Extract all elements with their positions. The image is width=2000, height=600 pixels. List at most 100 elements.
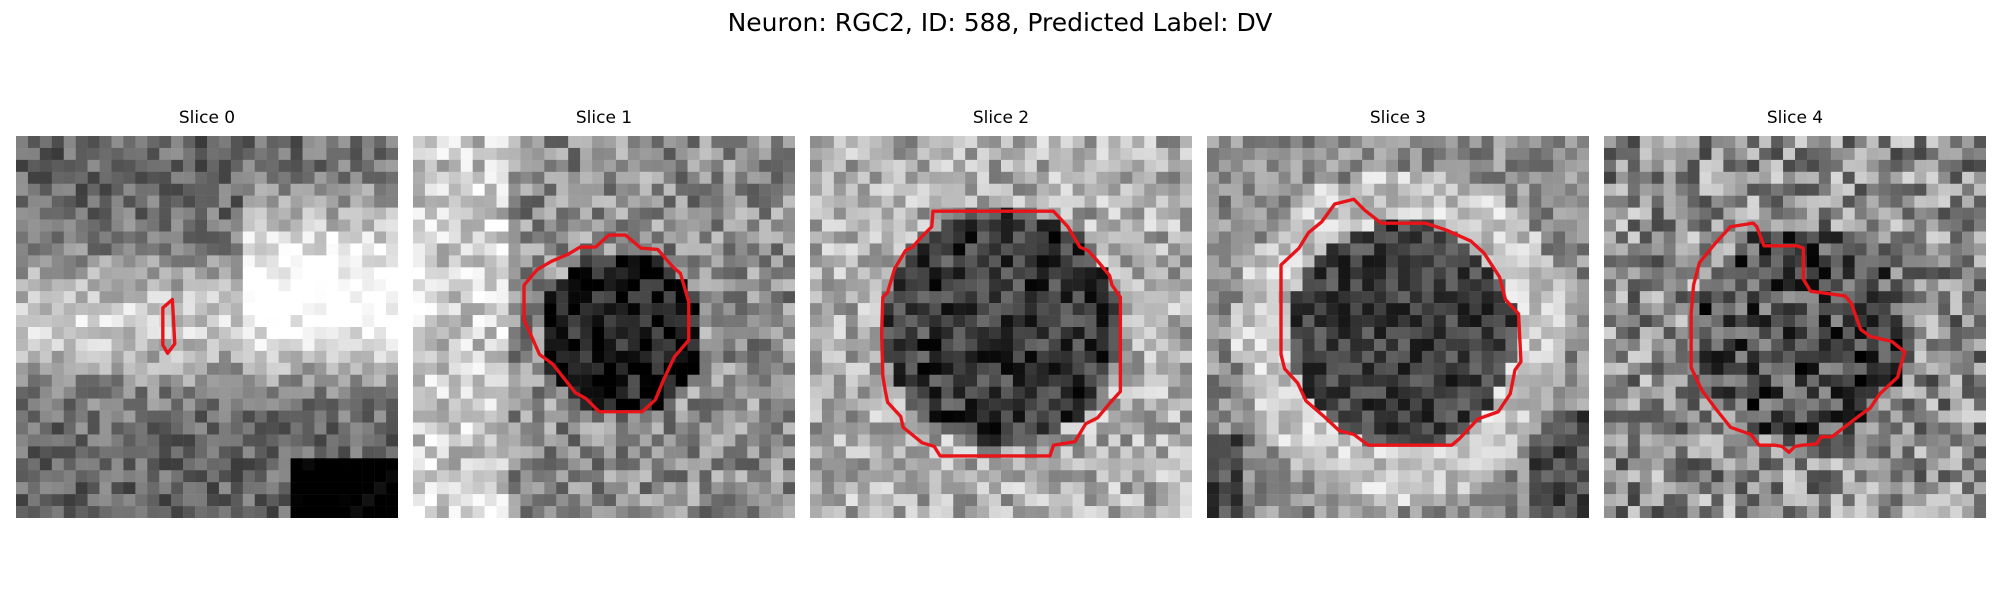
pixel: [183, 350, 196, 364]
pixel: [869, 255, 882, 268]
pixel: [1529, 195, 1542, 208]
pixel: [1001, 398, 1014, 411]
pixel: [1409, 410, 1423, 423]
pixel: [1290, 267, 1303, 280]
pixel: [51, 374, 64, 387]
pixel: [75, 362, 88, 375]
pixel: [1577, 243, 1589, 256]
pixel: [953, 434, 966, 447]
pixel: [1699, 362, 1712, 375]
pixel: [1651, 350, 1664, 364]
pixel: [242, 458, 255, 471]
pixel: [1699, 410, 1712, 423]
pixel: [810, 422, 823, 435]
pixel: [905, 506, 918, 518]
pixel: [1615, 219, 1629, 232]
pixel: [111, 171, 124, 184]
pixel: [1242, 386, 1255, 399]
pixel: [520, 446, 533, 459]
pixel: [723, 386, 736, 399]
pixel: [75, 398, 88, 411]
pixel: [386, 195, 398, 208]
pixel: [424, 398, 438, 411]
pixel: [1974, 255, 1986, 268]
pixel: [1806, 219, 1820, 232]
pixel: [171, 458, 184, 471]
pixel: [893, 207, 906, 220]
pixel: [833, 291, 847, 304]
pixel: [953, 207, 966, 220]
pixel: [1651, 279, 1664, 292]
pixel: [604, 219, 617, 232]
pixel: [1493, 315, 1506, 328]
pixel: [857, 171, 870, 184]
pixel: [242, 350, 255, 364]
pixel: [1012, 207, 1026, 220]
pixel: [1036, 219, 1049, 232]
pixel: [759, 458, 772, 471]
pixel: [1254, 243, 1267, 256]
pixel: [520, 470, 533, 483]
pixel: [1663, 338, 1676, 352]
pixel: [1072, 386, 1085, 399]
pixel: [1048, 470, 1061, 483]
pixel: [1902, 338, 1915, 352]
pixel: [1553, 183, 1566, 196]
pixel: [1699, 338, 1712, 352]
pixel: [1529, 291, 1542, 304]
pixel: [1878, 386, 1891, 399]
pixel: [1711, 315, 1724, 328]
pixel: [87, 279, 100, 292]
pixel: [1120, 303, 1133, 316]
pixel: [242, 136, 255, 149]
pixel: [627, 136, 641, 149]
pixel: [1072, 267, 1085, 280]
pixel: [747, 303, 760, 316]
pixel: [1278, 231, 1291, 244]
pixel: [266, 291, 279, 304]
pixel: [1326, 398, 1339, 411]
pixel: [687, 267, 700, 280]
pixel: [484, 422, 497, 435]
pixel: [1386, 243, 1399, 256]
pixel: [1302, 243, 1315, 256]
pixel: [218, 362, 232, 375]
pixel: [977, 303, 990, 316]
pixel: [1890, 195, 1903, 208]
pixel: [1120, 279, 1133, 292]
pixel: [1218, 338, 1232, 352]
pixel: [1180, 267, 1192, 280]
pixel: [1795, 219, 1808, 232]
pixel: [1398, 470, 1411, 483]
pixel: [651, 327, 664, 340]
pixel: [1747, 267, 1760, 280]
pixel: [314, 147, 327, 161]
pixel: [1374, 195, 1387, 208]
pixel: [881, 147, 894, 161]
pixel: [1723, 195, 1736, 208]
pixel: [1553, 171, 1566, 184]
pixel: [1553, 350, 1566, 364]
pixel: [508, 446, 521, 459]
pixel: [27, 434, 41, 447]
pixel: [759, 159, 772, 173]
pixel: [472, 315, 485, 328]
pixel: [326, 338, 339, 352]
pixel: [845, 362, 858, 375]
pixel: [1627, 279, 1641, 292]
pixel: [1001, 327, 1014, 340]
pixel: [51, 243, 64, 256]
pixel: [413, 291, 426, 304]
pixel: [1529, 494, 1542, 507]
pixel: [1386, 255, 1399, 268]
pixel: [1302, 362, 1315, 375]
pixel: [51, 183, 64, 196]
pixel: [1517, 410, 1530, 423]
pixel: [87, 207, 100, 220]
pixel: [532, 147, 545, 161]
pixel: [783, 494, 795, 507]
pixel: [1421, 506, 1435, 518]
pixel: [63, 243, 76, 256]
pixel: [833, 303, 847, 316]
pixel: [1433, 255, 1446, 268]
